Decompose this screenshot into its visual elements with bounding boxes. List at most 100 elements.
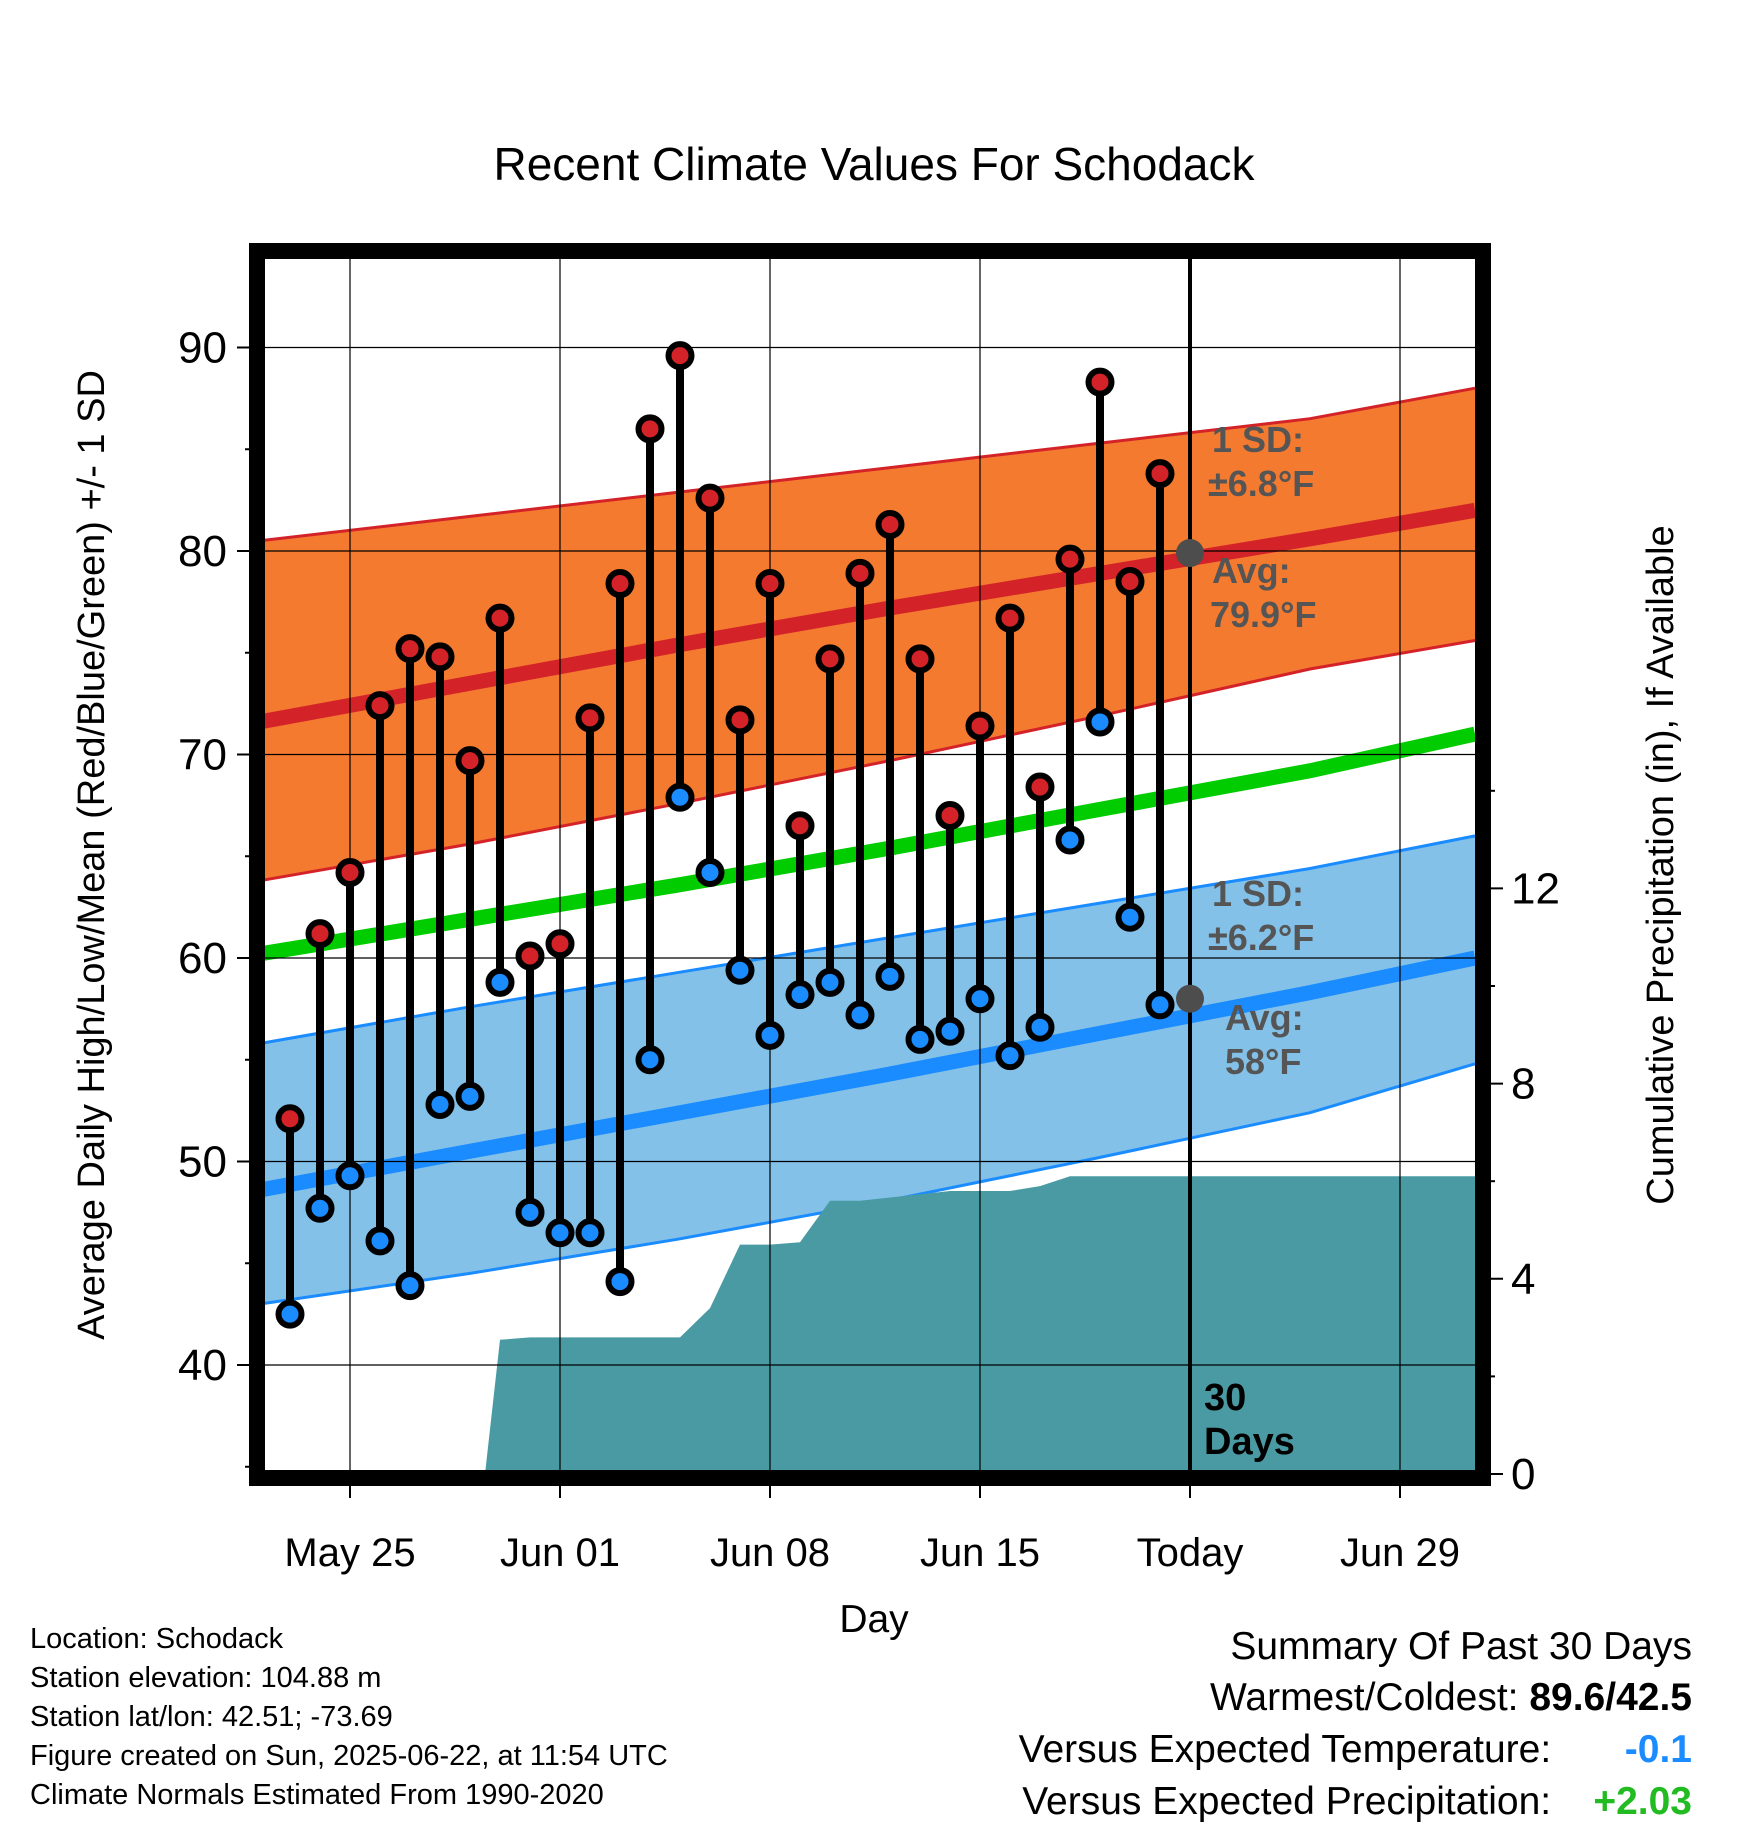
daily-low-marker (575, 1218, 605, 1248)
x-tick-label: Jun 08 (710, 1531, 830, 1575)
daily-high-marker (395, 634, 425, 664)
avg-low-line (258, 950, 1477, 1198)
high-sd-label: 1 SD: (1212, 419, 1304, 460)
y-tick-label: 40 (178, 1341, 227, 1390)
location-text: Location: Schodack (30, 1623, 284, 1655)
daily-low-marker (815, 967, 845, 997)
y2-tick-label: 0 (1511, 1450, 1535, 1499)
y-tick-label: 70 (178, 731, 227, 780)
y2-tick-label: 8 (1511, 1060, 1535, 1109)
daily-high-marker (635, 414, 665, 444)
elevation-text: Station elevation: 104.88 m (30, 1662, 382, 1694)
daily-high-marker (875, 510, 905, 540)
precip-area (257, 1176, 1483, 1474)
summary-panel: Summary Of Past 30 Days Warmest/Coldest:… (1019, 1622, 1692, 1828)
daily-low-marker (515, 1197, 545, 1227)
high-sd-upper-line (259, 386, 1476, 543)
daily-low-marker (485, 967, 515, 997)
daily-high-marker (1115, 567, 1145, 597)
daily-high-marker (305, 919, 335, 949)
daily-low-marker (755, 1020, 785, 1050)
daily-high-marker (455, 746, 485, 776)
daily-low-marker (1085, 707, 1115, 737)
today-avg-high-marker (1176, 539, 1204, 568)
x-tick-label: Today (1137, 1531, 1244, 1575)
normals-text: Climate Normals Estimated From 1990-2020 (30, 1779, 604, 1811)
high-avg-value: 79.9°F (1210, 594, 1316, 635)
daily-high-marker (1145, 459, 1175, 489)
y2-axis-label: Cumulative Precipitation (in), If Availa… (1640, 525, 1682, 1204)
precip-anomaly-label: Versus Expected Precipitation: (1022, 1780, 1552, 1823)
daily-low-marker (275, 1299, 305, 1329)
daily-high-marker (815, 644, 845, 674)
low-sd-label: 1 SD: (1212, 873, 1304, 914)
daily-high-marker (365, 691, 395, 721)
station-info: Location: Schodack Station elevation: 10… (30, 1620, 668, 1815)
daily-high-marker (335, 858, 365, 888)
created-text: Figure created on Sun, 2025-06-22, at 11… (30, 1740, 668, 1772)
daily-high-marker (995, 603, 1025, 633)
daily-low-marker (1025, 1012, 1055, 1042)
y2-tick-label: 12 (1511, 864, 1560, 913)
precip-anomaly-row: Versus Expected Precipitation: +2.03 (1019, 1776, 1692, 1828)
daily-high-marker (275, 1104, 305, 1134)
daily-low-marker (545, 1218, 575, 1248)
daily-low-marker (305, 1193, 335, 1223)
high-sd-band (260, 388, 1475, 881)
daily-low-marker (395, 1271, 425, 1301)
daily-low-marker (365, 1226, 395, 1256)
daily-high-marker (515, 941, 545, 971)
precip-anomaly-value: +2.03 (1593, 1780, 1692, 1823)
x-tick-label: Jun 01 (500, 1531, 620, 1575)
daily-low-marker (995, 1041, 1025, 1071)
daily-low-marker (875, 961, 905, 991)
daily-high-marker (755, 569, 785, 599)
y-tick-label: 80 (178, 527, 227, 576)
plot-content (257, 251, 1483, 1478)
daily-high-marker (665, 341, 695, 371)
warm-cold-label: Warmest/Coldest: (1210, 1676, 1519, 1719)
x-axis-label: Day (839, 1598, 909, 1641)
daily-low-marker (965, 984, 995, 1014)
high-avg-label: Avg: (1212, 550, 1291, 591)
daily-low-marker (695, 858, 725, 888)
daily-low-marker (605, 1267, 635, 1297)
y-tick-label: 50 (178, 1138, 227, 1187)
y-axis-label: Average Daily High/Low/Mean (Red/Blue/Gr… (71, 370, 113, 1340)
daily-low-marker (335, 1161, 365, 1191)
warm-cold-value: 89.6/42.5 (1529, 1676, 1692, 1719)
daily-high-marker (845, 558, 875, 588)
today-days-label: Days (1204, 1421, 1295, 1463)
y2-tick-label: 4 (1511, 1255, 1535, 1304)
chart-title: Recent Climate Values For Schodack (493, 138, 1255, 190)
plot-frame (249, 243, 1491, 1486)
daily-high-marker (725, 705, 755, 735)
daily-high-marker (1085, 367, 1115, 397)
daily-high-marker (1025, 772, 1055, 802)
daily-low-marker (455, 1081, 485, 1111)
daily-low-marker (1115, 902, 1145, 932)
y-tick-label: 60 (178, 934, 227, 983)
low-avg-label: Avg: (1225, 997, 1304, 1038)
daily-high-marker (425, 642, 455, 672)
daily-high-marker (695, 483, 725, 513)
daily-high-marker (575, 703, 605, 733)
temp-anomaly-value: -0.1 (1624, 1728, 1692, 1771)
daily-low-marker (905, 1024, 935, 1054)
daily-low-marker (725, 955, 755, 985)
low-sd-value: ±6.2°F (1208, 917, 1314, 958)
daily-low-marker (1055, 825, 1085, 855)
daily-low-marker (1145, 990, 1175, 1020)
y-tick-label: 90 (178, 324, 227, 373)
daily-low-marker (665, 782, 695, 812)
summary-title: Summary Of Past 30 Days (1230, 1625, 1692, 1668)
daily-low-marker (935, 1016, 965, 1046)
daily-high-marker (935, 801, 965, 831)
daily-high-marker (965, 711, 995, 741)
temp-anomaly-row: Versus Expected Temperature: -0.1 (1019, 1724, 1692, 1776)
warm-cold-row: Warmest/Coldest: 89.6/42.5 (1019, 1672, 1692, 1724)
daily-high-marker (785, 811, 815, 841)
x-tick-label: Jun 29 (1340, 1531, 1460, 1575)
